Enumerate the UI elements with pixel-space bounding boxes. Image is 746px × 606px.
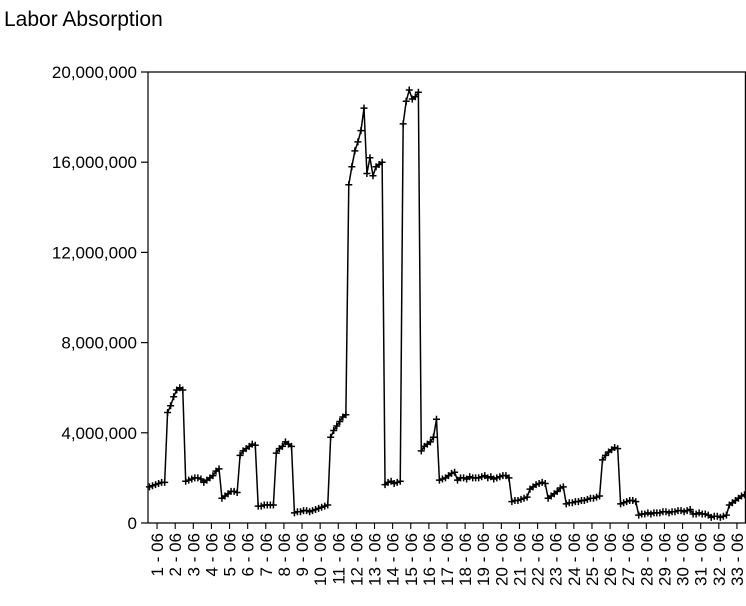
data-point-marker (330, 427, 338, 435)
x-tick-label: 3 - 06 (184, 533, 203, 576)
data-point-marker (451, 468, 459, 476)
data-point-marker (161, 478, 169, 486)
x-tick-label: 8 - 06 (275, 533, 294, 576)
y-tick-label: 16,000,000 (52, 153, 137, 172)
data-point-marker (632, 498, 640, 506)
data-point-marker (366, 154, 374, 162)
x-tick-label: 14 - 06 (384, 533, 403, 586)
data-point-marker (288, 442, 296, 450)
x-tick-label: 4 - 06 (202, 533, 221, 576)
x-tick-label: 26 - 06 (601, 533, 620, 586)
data-point-marker (411, 93, 419, 101)
data-point-marker (369, 172, 377, 180)
y-axis-ticks: 0 4,000,000 8,000,000 12,000,000 16,000,000 2… (52, 63, 148, 533)
x-tick-label: 12 - 06 (347, 533, 366, 586)
x-tick-label: 30 - 06 (674, 533, 693, 586)
data-point-marker (596, 492, 604, 500)
x-tick-label: 13 - 06 (366, 533, 385, 586)
x-tick-label: 17 - 06 (438, 533, 457, 586)
x-tick-label: 19 - 06 (474, 533, 493, 586)
x-tick-label: 9 - 06 (293, 533, 312, 576)
x-tick-label: 2 - 06 (166, 533, 185, 576)
data-point-marker (215, 465, 223, 473)
x-tick-label: 25 - 06 (583, 533, 602, 586)
x-tick-label: 28 - 06 (637, 533, 656, 586)
data-point-marker (278, 442, 286, 450)
data-point-marker (345, 181, 353, 189)
data-point-marker (236, 451, 244, 459)
data-point-marker (354, 138, 362, 146)
x-tick-label: 24 - 06 (565, 533, 584, 586)
data-point-marker (505, 474, 513, 482)
x-tick-label: 32 - 06 (710, 533, 729, 586)
data-point-marker (348, 163, 356, 171)
x-axis-ticks: 1 - 06 2 - 06 3 - 06 4 - 06 5 - 06 6 - 06 7 - … (148, 523, 746, 586)
data-point-marker (432, 415, 440, 423)
x-tick-label: 6 - 06 (239, 533, 258, 576)
series-layer (145, 86, 746, 521)
data-point-marker (722, 511, 730, 519)
data-point-marker (614, 445, 622, 453)
data-point-marker (402, 97, 410, 105)
data-point-marker (324, 501, 332, 509)
x-tick-label: 27 - 06 (619, 533, 638, 586)
x-tick-label: 15 - 06 (402, 533, 421, 586)
data-point-marker (363, 169, 371, 177)
y-tick-label: 0 (128, 514, 137, 533)
data-point-marker (399, 120, 407, 128)
data-point-marker (209, 472, 217, 480)
data-point-marker (170, 393, 178, 401)
y-tick-label: 8,000,000 (61, 334, 137, 353)
series-line (149, 87, 745, 519)
data-point-marker (360, 104, 368, 112)
data-point-marker (378, 158, 386, 166)
y-tick-label: 20,000,000 (52, 63, 137, 82)
x-tick-label: 7 - 06 (257, 533, 276, 576)
data-point-marker (272, 449, 280, 457)
data-point-marker (251, 441, 259, 449)
data-point-marker (357, 127, 365, 135)
data-point-marker (741, 491, 746, 499)
data-point-marker (414, 88, 422, 96)
data-point-marker (686, 505, 694, 513)
data-point-marker (559, 483, 567, 491)
x-tick-label: 31 - 06 (692, 533, 711, 586)
x-tick-label: 16 - 06 (420, 533, 439, 586)
data-point-marker (417, 447, 425, 455)
x-tick-label: 33 - 06 (728, 533, 746, 586)
data-point-marker (405, 86, 413, 94)
data-point-marker (541, 480, 549, 488)
data-point-marker (523, 493, 531, 501)
data-point-marker (164, 409, 172, 416)
x-tick-label: 23 - 06 (547, 533, 566, 586)
data-point-marker (333, 422, 341, 430)
y-tick-label: 12,000,000 (52, 243, 137, 262)
data-point-marker (429, 433, 437, 441)
x-tick-label: 10 - 06 (311, 533, 330, 586)
data-point-marker (351, 147, 359, 155)
data-point-marker (327, 433, 335, 441)
chart-title: Labor Absorption (4, 8, 163, 31)
data-point-marker (598, 456, 606, 464)
data-point-marker (269, 501, 277, 509)
data-point-marker (167, 402, 175, 410)
data-point-marker (342, 411, 350, 419)
x-tick-label: 22 - 06 (529, 533, 548, 586)
x-tick-label: 29 - 06 (655, 533, 674, 586)
x-tick-label: 1 - 06 (148, 533, 167, 576)
x-tick-label: 20 - 06 (492, 533, 511, 586)
data-point-marker (336, 418, 344, 426)
y-tick-label: 4,000,000 (61, 424, 137, 443)
x-tick-label: 5 - 06 (221, 533, 240, 576)
x-tick-label: 21 - 06 (510, 533, 529, 586)
data-point-marker (396, 477, 404, 485)
data-point-marker (233, 489, 241, 497)
x-tick-label: 11 - 06 (329, 533, 348, 585)
data-point-marker (426, 438, 434, 446)
x-tick-label: 18 - 06 (456, 533, 475, 586)
data-point-marker (179, 386, 187, 394)
